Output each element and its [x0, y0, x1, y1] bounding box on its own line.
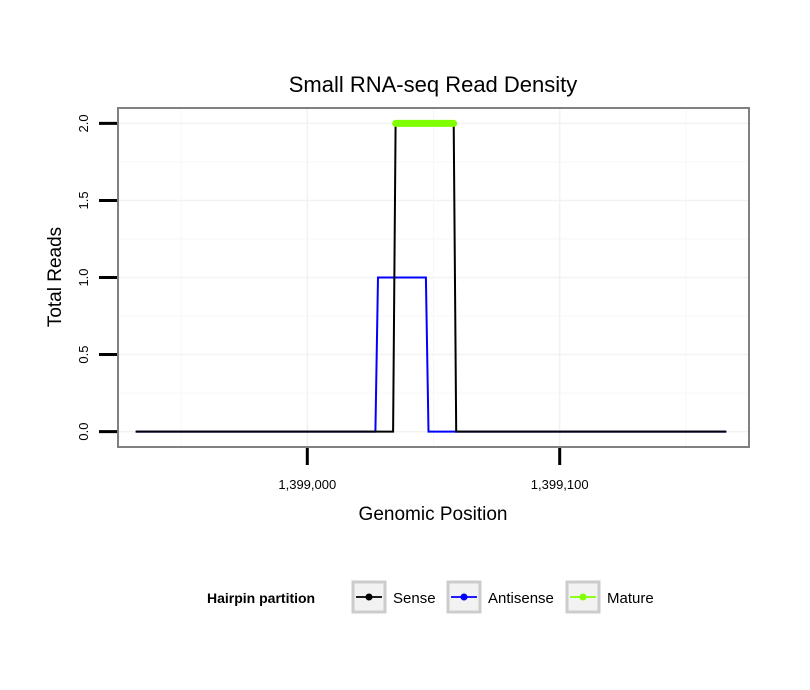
legend-label-mature: Mature: [607, 590, 654, 607]
legend-key-sense-point: [365, 593, 373, 601]
plot-panel-border: [117, 107, 750, 448]
legend-key-antisense-point: [460, 593, 468, 601]
y-tick-label: 1.0: [76, 268, 91, 286]
y-tick-label: 0.5: [76, 346, 91, 364]
x-tick-label: 1,399,000: [278, 477, 336, 492]
y-tick-label: 2.0: [76, 114, 91, 132]
y-tick-label: 1.5: [76, 191, 91, 209]
grid-lines: [118, 108, 749, 447]
chart-title: Small RNA-seq Read Density: [289, 72, 578, 97]
y-axis-title: Total Reads: [45, 227, 66, 327]
x-axis-title: Genomic Position: [359, 504, 508, 525]
y-tick-label: 0.0: [76, 423, 91, 441]
legend: Hairpin partition Sense Antisense Mature: [207, 580, 654, 614]
data-series: [135, 119, 727, 433]
x-tick-label: 1,399,100: [531, 477, 589, 492]
axis-ticks: 0.0 0.5 1.0 1.5 2.0 1,399,000 1,399,100: [76, 114, 589, 492]
legend-key-mature-point: [579, 593, 587, 601]
legend-label-antisense: Antisense: [488, 590, 554, 607]
legend-label-sense: Sense: [393, 590, 436, 607]
legend-title: Hairpin partition: [207, 590, 315, 606]
